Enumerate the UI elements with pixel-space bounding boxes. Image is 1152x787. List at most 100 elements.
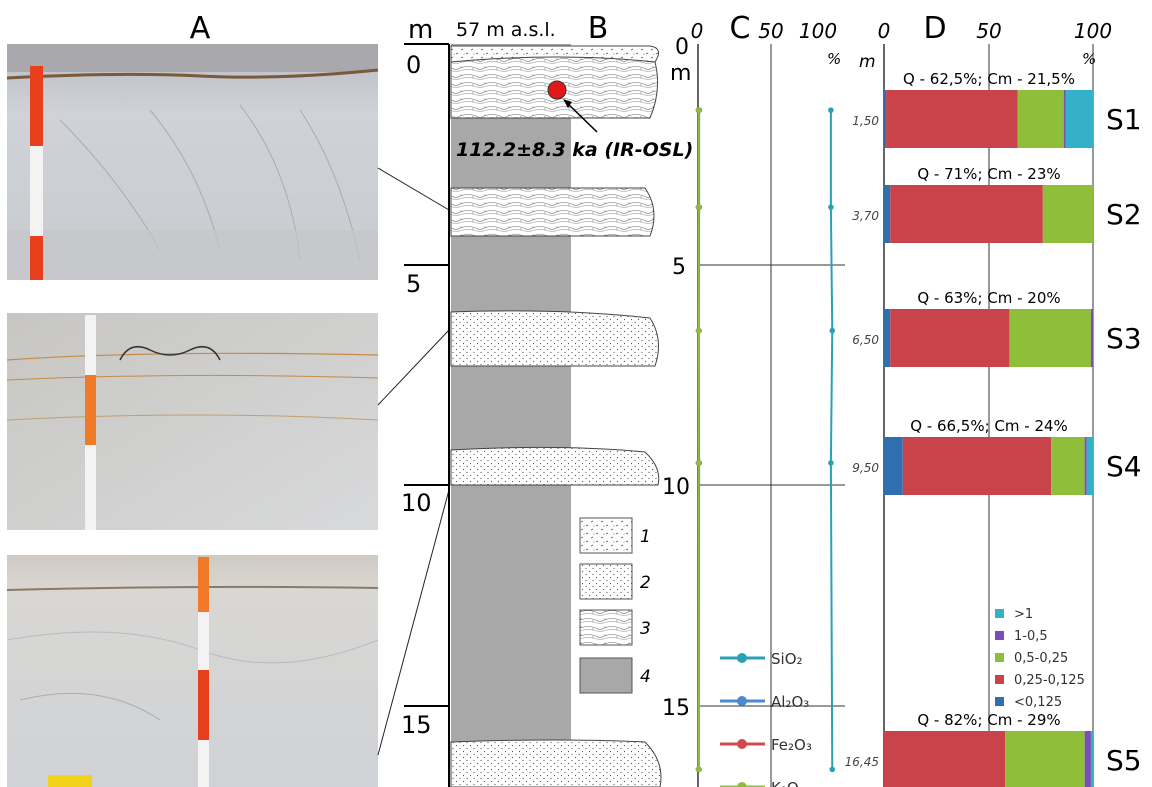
grain-legend-swatch xyxy=(995,631,1004,640)
grain-legend-label: >1 xyxy=(1014,607,1033,622)
panel-d-label: D xyxy=(923,11,946,46)
oxide-legend-label: Fe₂O₃ xyxy=(771,736,812,754)
sample-id: S5 xyxy=(1106,744,1142,777)
panel-d-x-ticks: 0 50 100 xyxy=(878,19,1112,43)
sample-id: S3 xyxy=(1106,322,1142,355)
bar-segment xyxy=(890,309,1010,367)
panel-c-unit: m xyxy=(670,61,691,86)
bar-segment xyxy=(1065,90,1093,148)
bar-segment xyxy=(1017,90,1064,148)
depth-tick-10: 10 xyxy=(401,489,432,517)
panel-d-pct: % xyxy=(1082,50,1096,68)
oxide-legend-marker xyxy=(737,696,747,706)
legend-num-4: 4 xyxy=(640,667,651,687)
legend-num-2: 2 xyxy=(640,573,651,593)
photo-connectors xyxy=(377,167,450,756)
panel-d-frame xyxy=(883,44,1094,787)
grain-legend-label: 1-0,5 xyxy=(1014,629,1048,644)
bar-segment xyxy=(884,731,1006,787)
oxide-legend: SiO₂ Al₂O₃ Fe₂O₃ K₂O xyxy=(720,650,812,787)
legend-num-3: 3 xyxy=(640,619,651,639)
oxide-lines xyxy=(695,107,836,773)
panel-c-zero: 0 xyxy=(675,35,689,60)
oxide-point xyxy=(828,204,834,210)
panel-d-xtick: 50 xyxy=(976,19,1001,43)
photo-bottom xyxy=(6,555,379,787)
photo-top xyxy=(6,44,379,280)
bar-segment xyxy=(884,309,891,367)
grain-size-bars: Q - 62,5%; Cm - 21,5% 1,50 S1 Q - 71%; Cm -… xyxy=(845,70,1142,787)
sample-summary: Q - 71%; Cm - 23% xyxy=(917,165,1060,183)
bar-segment xyxy=(884,90,887,148)
oxide-point xyxy=(696,204,702,210)
depth-tick-0: 0 xyxy=(406,51,421,79)
oxide-point xyxy=(695,766,702,773)
sample-depth: 6,50 xyxy=(852,333,879,347)
oxide-legend-label: Al₂O₃ xyxy=(771,693,809,711)
sample-id: S2 xyxy=(1106,198,1142,231)
oxide-point xyxy=(695,327,702,334)
grain-legend-swatch xyxy=(995,675,1004,684)
bar-segment xyxy=(902,437,1052,495)
bar-segment xyxy=(1084,731,1091,787)
oxide-legend-label: K₂O xyxy=(771,779,799,787)
sample-summary: Q - 62,5%; Cm - 21,5% xyxy=(903,70,1075,88)
panel-c-depth-15: 15 xyxy=(662,696,690,721)
sample-depth: 3,70 xyxy=(852,209,879,223)
bar-segment xyxy=(884,437,903,495)
sample-id: S4 xyxy=(1106,450,1142,483)
bar-segment xyxy=(1005,731,1085,787)
lithology-column: 112.2±8.3 ka (IR-OSL) xyxy=(450,44,693,787)
depth-tick-15: 15 xyxy=(401,711,432,739)
oxide-legend-label: SiO₂ xyxy=(771,650,803,668)
panel-c-xtick: 100 xyxy=(799,19,837,43)
grain-legend-swatch xyxy=(995,609,1004,618)
bar-segment xyxy=(1051,437,1085,495)
photo-middle xyxy=(6,313,379,530)
osl-sample-dot xyxy=(547,80,567,100)
sample-id: S1 xyxy=(1106,103,1142,136)
panel-c-x-ticks: 0 50 100 xyxy=(691,19,837,43)
bar-segment xyxy=(890,185,1043,243)
oxide-point xyxy=(829,327,836,334)
panel-d-xtick: 0 xyxy=(878,19,891,43)
bar-segment xyxy=(1086,437,1093,495)
grain-legend-label: 0,5-0,25 xyxy=(1014,651,1068,666)
panel-b-unit: m xyxy=(408,15,433,45)
panel-c-pct: % xyxy=(827,50,841,68)
grain-legend-label: 0,25-0,125 xyxy=(1014,673,1085,688)
bar-segment xyxy=(1042,185,1093,243)
bar-segment xyxy=(1084,437,1087,495)
panel-c-xtick: 0 xyxy=(691,19,704,43)
panel-d-unit: m xyxy=(859,52,876,72)
bar-segment xyxy=(886,90,1018,148)
sample-summary: Q - 82%; Cm - 29% xyxy=(917,711,1060,729)
oxide-legend-marker xyxy=(737,782,747,787)
grain-legend-swatch xyxy=(995,653,1004,662)
sample-depth: 9,50 xyxy=(852,461,879,475)
panel-c-label: C xyxy=(730,11,751,46)
bar-segment xyxy=(1090,731,1093,787)
panel-c-depth-5: 5 xyxy=(672,255,686,280)
lithology-legend: 1 2 3 4 xyxy=(579,517,651,694)
oxide-point xyxy=(829,766,836,773)
oxide-point xyxy=(828,107,834,113)
oxide-point xyxy=(696,107,702,113)
grain-size-legend: >1 1-0,5 0,5-0,25 0,25-0,125 <0,125 xyxy=(995,607,1085,710)
bar-segment xyxy=(884,185,891,243)
oxide-point xyxy=(828,460,834,466)
sample-summary: Q - 63%; Cm - 20% xyxy=(917,289,1060,307)
sample-depth: 16,45 xyxy=(845,755,879,769)
legend-num-1: 1 xyxy=(640,527,651,547)
panel-b-label: B xyxy=(588,11,609,46)
oxide-legend-marker xyxy=(737,653,747,663)
oxide-legend-marker xyxy=(737,739,747,749)
osl-date-label: 112.2±8.3 ka (IR-OSL) xyxy=(456,139,693,161)
panel-c-xtick: 50 xyxy=(758,19,783,43)
bar-segment xyxy=(1009,309,1091,367)
sample-summary: Q - 66,5%; Cm - 24% xyxy=(910,417,1068,435)
elevation-label: 57 m a.s.l. xyxy=(456,19,556,41)
depth-tick-5: 5 xyxy=(406,270,421,298)
depth-axis: 0 5 10 15 xyxy=(401,43,450,787)
